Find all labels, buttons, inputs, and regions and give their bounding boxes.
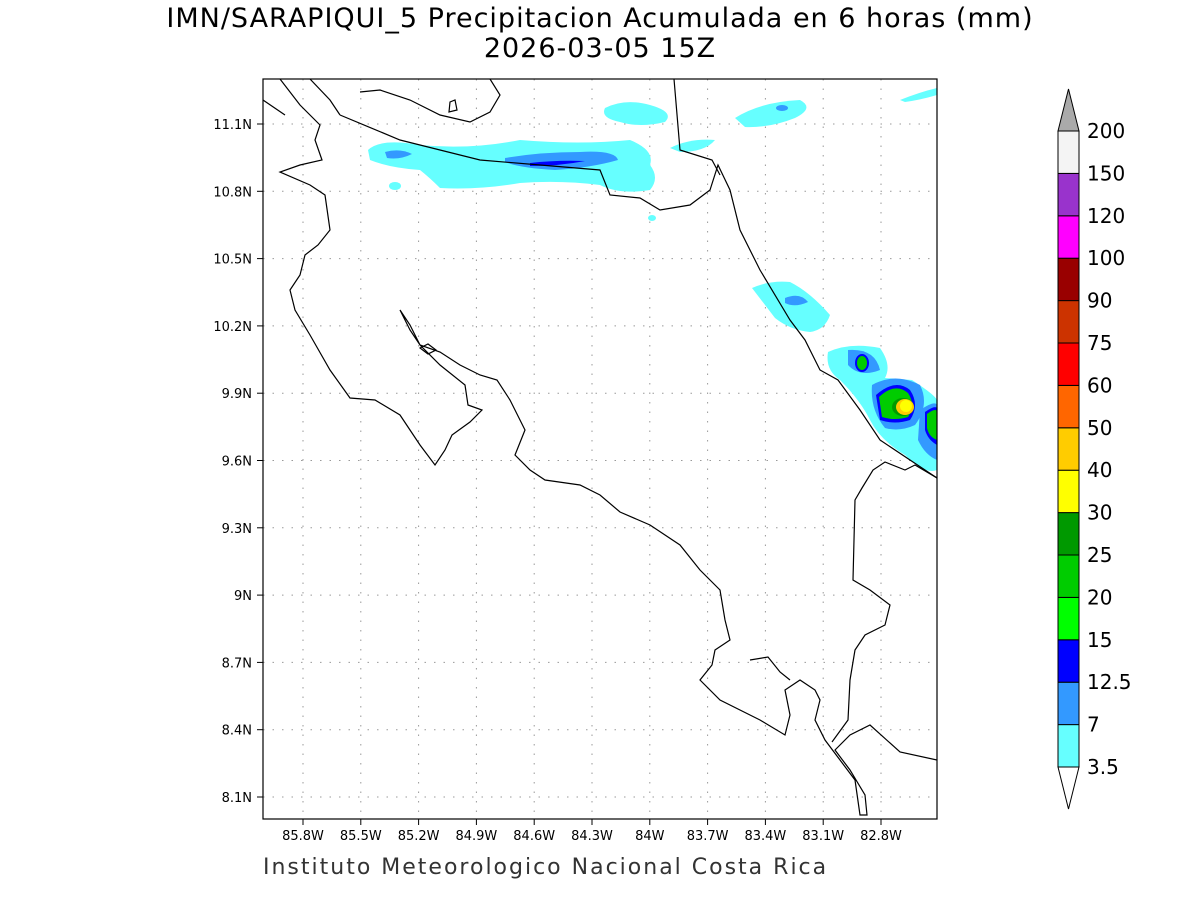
- precip-3.5: [389, 182, 401, 190]
- colorbar-label: 100: [1087, 246, 1125, 270]
- precip-7: [785, 295, 808, 306]
- map-title: IMN/SARAPIQUI_5 Precipitacion Acumulada …: [166, 3, 1034, 34]
- footer-credit: Instituto Meteorologico Nacional Costa R…: [263, 855, 829, 880]
- map-frame: [262, 78, 938, 820]
- colorbar-label: 3.5: [1087, 755, 1119, 779]
- panama-border: [831, 461, 937, 743]
- colorbar-swatch: [1057, 215, 1080, 259]
- precip-7: [776, 105, 788, 111]
- precip-3.5: [368, 140, 655, 192]
- precip-3.5: [648, 215, 656, 221]
- colorbar-swatch: [1057, 639, 1080, 683]
- lon-tick-label: 85.2W: [398, 829, 440, 844]
- colorbar-legend: 3.5 7 12.5 15 20 25 30 40 50 60 75 90 100 120 150 200: [1057, 88, 1132, 810]
- precip-3.5: [670, 139, 715, 152]
- colorbar-swatch: [1057, 257, 1080, 302]
- precip-3.5: [752, 281, 830, 332]
- lat-tick-label: 10.8N: [213, 185, 252, 200]
- lat-tick-label: 11.1N: [213, 118, 252, 133]
- lon-tick-label: 84W: [635, 829, 665, 844]
- precip-30: [900, 400, 912, 412]
- osa-coast: [749, 656, 791, 681]
- colorbar-label: 90: [1087, 289, 1112, 313]
- colorbar-swatch: [1057, 724, 1080, 768]
- nicaragua-border: [263, 99, 937, 479]
- colorbar-label: 75: [1087, 331, 1112, 355]
- lat-tick-label: 8.4N: [222, 724, 252, 739]
- colorbar-label: 150: [1087, 161, 1125, 185]
- colorbar-swatch: [1057, 342, 1080, 386]
- map-valid-time: 2026-03-05 15Z: [483, 33, 717, 64]
- colorbar-swatch: [1057, 469, 1080, 514]
- lon-tick-label: 84.3W: [571, 829, 613, 844]
- colorbar-swatch: [1057, 512, 1080, 556]
- colorbar-label: 120: [1087, 204, 1125, 228]
- lat-tick-label: 9.9N: [222, 387, 252, 402]
- precip-3.5: [604, 102, 668, 125]
- precip-3.5: [735, 100, 807, 128]
- lat-tick-label: 8.7N: [222, 656, 252, 671]
- precip-fields: [368, 88, 937, 471]
- colorbar-swatch: [1057, 427, 1080, 471]
- colorbar-swatch: [1057, 681, 1080, 726]
- colorbar-label: 60: [1087, 373, 1112, 397]
- pacific-coastline: [278, 79, 937, 816]
- precip-20: [927, 410, 937, 440]
- colorbar-label: 40: [1087, 458, 1112, 482]
- colorbar-swatch: [1057, 172, 1080, 217]
- lon-tick-label: 84.9W: [455, 829, 497, 844]
- precip-12.5: [530, 160, 585, 166]
- lon-tick-label: 83.1W: [802, 829, 844, 844]
- lat-tick-label: 10.5N: [213, 253, 252, 268]
- colorbar-label: 20: [1087, 585, 1112, 609]
- colorbar-swatch: [1057, 554, 1080, 598]
- lat-tick-label: 9.3N: [222, 522, 252, 537]
- precip-7: [385, 150, 412, 159]
- lon-tick-label: 83.7W: [687, 829, 729, 844]
- lon-tick-label: 85.5W: [340, 829, 382, 844]
- lon-tick-label: 82.8W: [860, 829, 902, 844]
- colorbar-swatch: [1057, 596, 1080, 641]
- precip-20: [857, 356, 867, 370]
- colorbar-label: 7: [1087, 713, 1100, 737]
- colorbar-swatch: [1057, 384, 1080, 429]
- lon-tick-label: 83.4W: [744, 829, 786, 844]
- lat-tick-label: 9N: [234, 589, 252, 604]
- island: [418, 99, 458, 355]
- caribbean-coast-north: [673, 79, 721, 176]
- lat-tick-label: 8.1N: [222, 791, 252, 806]
- lake-nicaragua: [309, 79, 501, 123]
- axis-ticks: 85.8W 85.5W 85.2W 84.9W 84.6W 84.3W 84W 83.7W 83…: [213, 118, 902, 844]
- colorbar-label: 15: [1087, 628, 1112, 652]
- coastlines: [263, 79, 937, 816]
- lat-tick-label: 9.6N: [222, 455, 252, 470]
- colorbar-swatch: [1057, 300, 1080, 344]
- colorbar-label: 30: [1087, 501, 1112, 525]
- colorbar-under-triangle: [1057, 766, 1080, 810]
- colorbar-label: 50: [1087, 416, 1112, 440]
- colorbar-label: 12.5: [1087, 670, 1132, 694]
- precip-3.5: [900, 88, 937, 102]
- lat-tick-label: 10.2N: [213, 320, 252, 335]
- grid-lines: [263, 79, 937, 819]
- colorbar-over-triangle: [1057, 88, 1080, 132]
- colorbar-label: 25: [1087, 543, 1112, 567]
- lon-tick-label: 85.8W: [282, 829, 324, 844]
- colorbar-swatch: [1057, 130, 1080, 174]
- lon-tick-label: 84.6W: [513, 829, 555, 844]
- colorbar-label: 200: [1087, 119, 1125, 143]
